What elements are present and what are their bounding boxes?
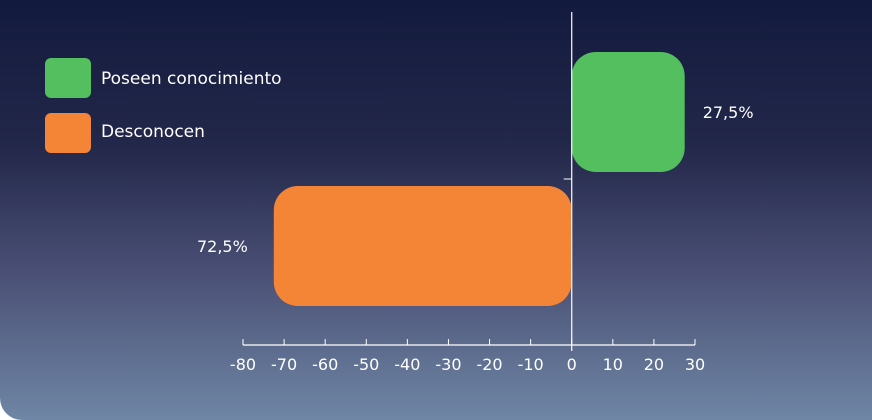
x-tick-label: -10 — [518, 355, 544, 374]
x-tick-label: -40 — [394, 355, 420, 374]
legend: Poseen conocimiento Desconocen — [45, 58, 282, 153]
x-tick-label: 20 — [644, 355, 664, 374]
x-tick-label: -70 — [271, 355, 297, 374]
x-tick-label: -50 — [353, 355, 379, 374]
x-tick-label: -60 — [312, 355, 338, 374]
x-tick-label: 10 — [603, 355, 623, 374]
data-label-desconocen: 72,5% — [197, 237, 248, 256]
x-tick-label: 30 — [685, 355, 705, 374]
bar-poseen-conocimiento — [571, 52, 685, 172]
x-tick-label: 0 — [567, 355, 577, 374]
legend-swatch-poseen — [45, 58, 91, 98]
data-label-poseen-conocimiento: 27,5% — [703, 103, 754, 122]
legend-label-poseen: Poseen conocimiento — [101, 69, 282, 89]
plot-area: 27,5% 72,5% -80 -70 -60 -50 -40 -30 -20 -10 0 10 20 3… — [197, 12, 754, 374]
legend-label-desconocen: Desconocen — [101, 122, 205, 142]
bar-desconocen — [273, 186, 572, 306]
x-tick-label: -80 — [230, 355, 256, 374]
legend-swatch-desconocen — [45, 113, 91, 153]
x-tick-label: -30 — [435, 355, 461, 374]
x-tick-label: -20 — [476, 355, 502, 374]
